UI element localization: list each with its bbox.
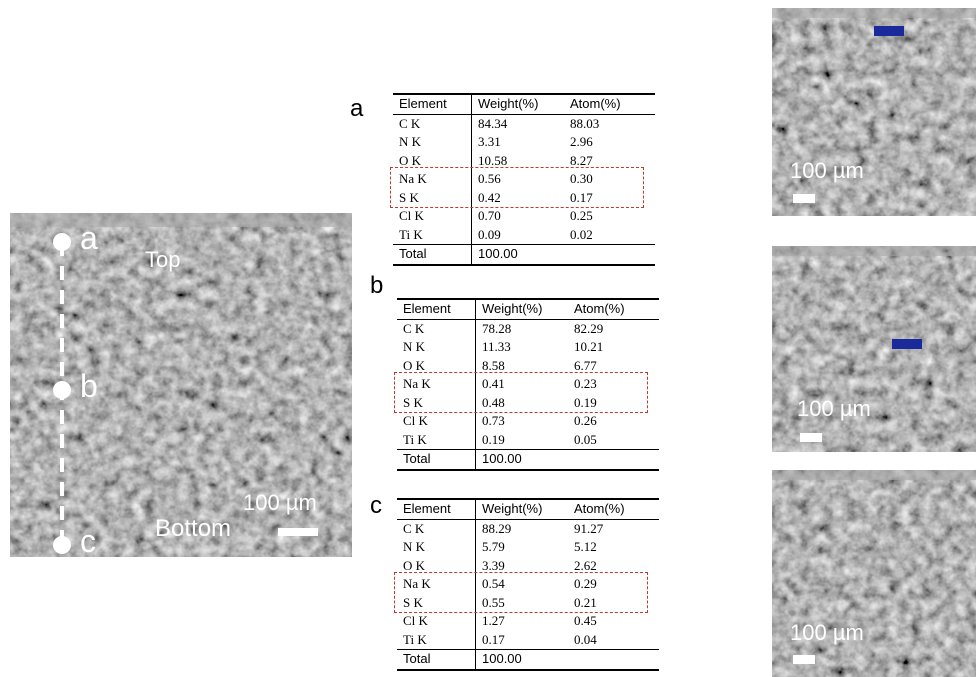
header-cell: Element (397, 300, 476, 319)
table-label: a (350, 95, 363, 123)
cell: Cl K (397, 412, 476, 431)
cell: 88.03 (564, 115, 599, 134)
cell: Cl K (393, 207, 472, 226)
header-cell: Weight(%) (476, 500, 568, 519)
point-label: b (80, 368, 98, 405)
cell: Total (397, 650, 476, 669)
cell: 82.29 (568, 320, 603, 339)
cell: C K (397, 320, 476, 339)
cell: 0.19 (476, 431, 568, 450)
table-row: Ti K0.170.04 (397, 631, 659, 650)
cell: 0.25 (564, 207, 593, 226)
cell: 0.17 (476, 631, 568, 650)
cell: Cl K (397, 612, 476, 631)
table-label: c (370, 492, 382, 520)
header-cell: Weight(%) (476, 300, 568, 319)
cell: 84.34 (472, 115, 564, 134)
cell: Ti K (393, 226, 472, 245)
cell: 0.26 (568, 412, 597, 431)
cell: N K (397, 338, 476, 357)
cell: 2.96 (564, 133, 593, 152)
scale-label: 100 µm (790, 158, 864, 184)
point-label: a (80, 220, 98, 257)
table-label: b (370, 272, 383, 300)
cell: 0.04 (568, 631, 597, 650)
cell: C K (397, 520, 476, 539)
cell: Total (397, 450, 476, 469)
cell: 100.00 (476, 650, 568, 669)
header-cell: Element (393, 95, 472, 114)
cell: N K (397, 538, 476, 557)
header-cell: Atom(%) (568, 300, 625, 319)
page: abcTopBottom100 µmaElementWeight(%)Atom(… (0, 0, 976, 677)
point-label: c (80, 523, 96, 560)
cell (564, 245, 570, 264)
cell: Ti K (397, 631, 476, 650)
cell: N K (393, 133, 472, 152)
highlight-box (390, 167, 644, 208)
cell: 100.00 (472, 245, 564, 264)
scale-label: 100 µm (797, 396, 871, 422)
cell: 91.27 (568, 520, 603, 539)
cell: 3.31 (472, 133, 564, 152)
highlight-box (394, 572, 648, 613)
cell: 11.33 (476, 338, 568, 357)
cell: 10.21 (568, 338, 603, 357)
highlight-box (394, 372, 648, 413)
side-sem-images (772, 8, 976, 677)
top-label: Top (145, 247, 180, 273)
cell: 5.12 (568, 538, 597, 557)
cell: 5.79 (476, 538, 568, 557)
cell: 78.28 (476, 320, 568, 339)
header-cell: Weight(%) (472, 95, 564, 114)
cell: C K (393, 115, 472, 134)
table-row: C K78.2882.29 (397, 320, 659, 339)
cell: 0.70 (472, 207, 564, 226)
header-cell: Atom(%) (564, 95, 621, 114)
cell: Ti K (397, 431, 476, 450)
cell (568, 450, 574, 469)
cell: 100.00 (476, 450, 568, 469)
cell: 0.05 (568, 431, 597, 450)
cell: 0.73 (476, 412, 568, 431)
cell: Total (393, 245, 472, 264)
bottom-label: Bottom (155, 515, 231, 543)
scale-label: 100 µm (790, 620, 864, 646)
cell: 88.29 (476, 520, 568, 539)
cell: 0.45 (568, 612, 597, 631)
scale-label: 100 µm (243, 490, 317, 516)
table-row: Cl K0.730.26 (397, 412, 659, 431)
cell: 1.27 (476, 612, 568, 631)
cell: 0.09 (472, 226, 564, 245)
header-cell: Atom(%) (568, 500, 625, 519)
cell: 0.02 (564, 226, 593, 245)
cell (568, 650, 574, 669)
header-cell: Element (397, 500, 476, 519)
